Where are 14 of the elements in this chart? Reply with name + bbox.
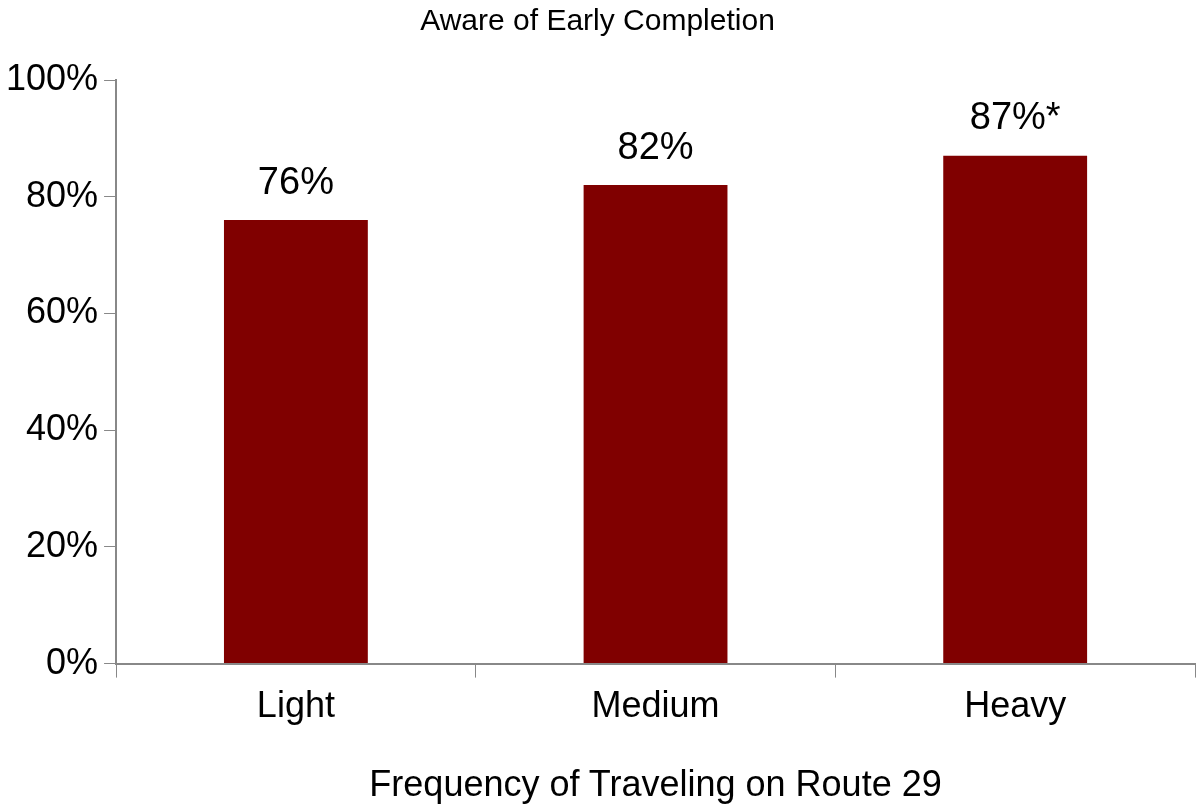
x-tick-label: Medium bbox=[591, 684, 720, 726]
y-tick-label: 20% bbox=[26, 523, 99, 565]
y-tick-label: 80% bbox=[26, 173, 99, 215]
chart-title: Aware of Early Completion bbox=[420, 3, 775, 37]
y-tick-label: 40% bbox=[26, 407, 99, 449]
data-label: 87%* bbox=[969, 95, 1061, 138]
x-tick-label: Light bbox=[256, 684, 335, 726]
y-tick-label: 60% bbox=[26, 290, 99, 332]
data-label: 82% bbox=[617, 124, 694, 167]
data-label: 76% bbox=[257, 159, 334, 202]
y-tick-label: 100% bbox=[6, 56, 99, 98]
x-tick-label: Heavy bbox=[964, 684, 1067, 726]
x-axis-title: Frequency of Traveling on Route 29 bbox=[369, 763, 942, 805]
y-tick-label: 0% bbox=[46, 640, 99, 682]
